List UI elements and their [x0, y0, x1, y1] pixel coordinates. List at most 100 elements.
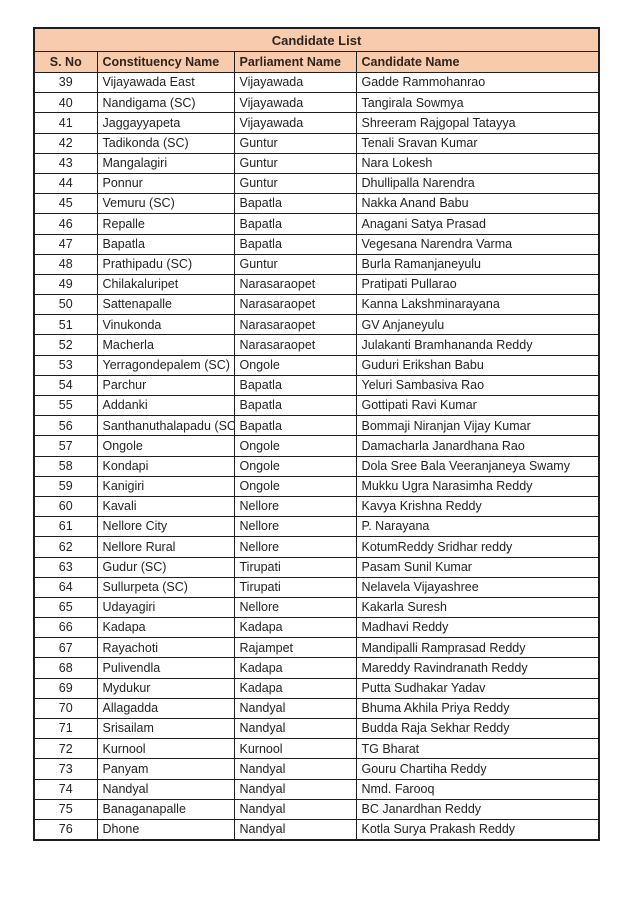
cell-parliament-name: Bapatla: [233, 374, 357, 397]
cell-s-no: 72: [33, 738, 98, 760]
cell-constituency-name: Macherla: [96, 334, 235, 356]
table-row: 61 Nellore City Nellore P. Narayana: [33, 516, 600, 538]
column-header-constituency-name: Constituency Name: [96, 51, 235, 73]
cell-s-no: 71: [33, 717, 98, 740]
column-header-candidate-name: Candidate Name: [355, 51, 600, 73]
table-row: 60 Kavali Nellore Kavya Krishna Reddy: [33, 495, 600, 518]
cell-s-no: 39: [33, 71, 98, 94]
cell-candidate-name: GV Anjaneyulu: [355, 314, 600, 336]
table-row: 76 Dhone Nandyal Kotla Surya Prakash Red…: [33, 818, 600, 841]
cell-candidate-name: TG Bharat: [355, 738, 600, 760]
table-header-row: S. No Constituency Name Parliament Name …: [33, 51, 600, 73]
table-row: 41 Jaggayyapeta Vijayawada Shreeram Rajg…: [33, 112, 600, 134]
cell-parliament-name: Guntur: [233, 172, 357, 195]
cell-parliament-name: Bapatla: [233, 394, 357, 417]
cell-s-no: 65: [33, 596, 98, 619]
table-row: 73 Panyam Nandyal Gouru Chartiha Reddy: [33, 758, 600, 780]
table-row: 49 Chilakaluripet Narasaraopet Pratipati…: [33, 273, 600, 296]
cell-candidate-name: Bommaji Niranjan Vijay Kumar: [355, 415, 600, 437]
table-row: 63 Gudur (SC) Tirupati Pasam Sunil Kumar: [33, 556, 600, 578]
table-row: 66 Kadapa Kadapa Madhavi Reddy: [33, 617, 600, 639]
cell-s-no: 56: [33, 415, 98, 437]
table-body: 39 Vijayawada East Vijayawada Gadde Ramm…: [33, 71, 600, 841]
cell-s-no: 68: [33, 657, 98, 679]
cell-candidate-name: Kakarla Suresh: [355, 596, 600, 619]
cell-s-no: 40: [33, 92, 98, 114]
cell-s-no: 52: [33, 334, 98, 356]
table-row: 58 Kondapi Ongole Dola Sree Bala Veeranj…: [33, 455, 600, 477]
cell-constituency-name: Udayagiri: [96, 596, 235, 619]
table-row: 53 Yerragondepalem (SC) Ongole Guduri Er…: [33, 354, 600, 376]
cell-constituency-name: Srisailam: [96, 717, 235, 740]
cell-parliament-name: Narasaraopet: [233, 273, 357, 296]
cell-candidate-name: Dhullipalla Narendra: [355, 172, 600, 195]
cell-constituency-name: Dhone: [96, 818, 235, 841]
cell-candidate-name: Pasam Sunil Kumar: [355, 556, 600, 578]
cell-s-no: 53: [33, 354, 98, 376]
cell-constituency-name: Santhanuthalapadu (SC): [96, 415, 235, 437]
cell-candidate-name: Madhavi Reddy: [355, 617, 600, 639]
cell-parliament-name: Kadapa: [233, 617, 357, 639]
table-row: 65 Udayagiri Nellore Kakarla Suresh: [33, 596, 600, 619]
cell-candidate-name: Gadde Rammohanrao: [355, 71, 600, 94]
cell-constituency-name: Nellore City: [96, 516, 235, 538]
cell-s-no: 55: [33, 394, 98, 417]
cell-constituency-name: Kanigiri: [96, 475, 235, 497]
cell-s-no: 41: [33, 112, 98, 134]
cell-parliament-name: Nellore: [233, 516, 357, 538]
table-row: 46 Repalle Bapatla Anagani Satya Prasad: [33, 213, 600, 235]
cell-parliament-name: Guntur: [233, 152, 357, 174]
table-row: 43 Mangalagiri Guntur Nara Lokesh: [33, 152, 600, 174]
cell-s-no: 45: [33, 193, 98, 215]
cell-constituency-name: Banaganapalle: [96, 798, 235, 820]
cell-parliament-name: Nandyal: [233, 798, 357, 820]
cell-candidate-name: P. Narayana: [355, 516, 600, 538]
cell-constituency-name: Vemuru (SC): [96, 193, 235, 215]
cell-constituency-name: Sullurpeta (SC): [96, 576, 235, 598]
cell-constituency-name: Kadapa: [96, 617, 235, 639]
candidate-list-table: Candidate List S. No Constituency Name P…: [33, 27, 601, 842]
table-row: 54 Parchur Bapatla Yeluri Sambasiva Rao: [33, 374, 600, 397]
cell-candidate-name: Mandipalli Ramprasad Reddy: [355, 637, 600, 659]
cell-s-no: 42: [33, 132, 98, 154]
cell-candidate-name: Anagani Satya Prasad: [355, 213, 600, 235]
cell-parliament-name: Ongole: [233, 435, 357, 457]
cell-parliament-name: Nandyal: [233, 697, 357, 720]
cell-s-no: 73: [33, 758, 98, 780]
cell-parliament-name: Nandyal: [233, 717, 357, 740]
cell-parliament-name: Nandyal: [233, 758, 357, 780]
cell-s-no: 48: [33, 253, 98, 275]
cell-candidate-name: KotumReddy Sridhar reddy: [355, 536, 600, 558]
cell-candidate-name: Tenali Sravan Kumar: [355, 132, 600, 154]
cell-s-no: 49: [33, 273, 98, 296]
cell-parliament-name: Ongole: [233, 475, 357, 497]
cell-candidate-name: Tangirala Sowmya: [355, 92, 600, 114]
table-row: 72 Kurnool Kurnool TG Bharat: [33, 738, 600, 760]
cell-candidate-name: Budda Raja Sekhar Reddy: [355, 717, 600, 740]
cell-candidate-name: Nara Lokesh: [355, 152, 600, 174]
cell-parliament-name: Nandyal: [233, 778, 357, 800]
cell-constituency-name: Nandyal: [96, 778, 235, 800]
cell-s-no: 64: [33, 576, 98, 598]
table-row: 55 Addanki Bapatla Gottipati Ravi Kumar: [33, 394, 600, 417]
table-row: 42 Tadikonda (SC) Guntur Tenali Sravan K…: [33, 132, 600, 154]
cell-parliament-name: Narasaraopet: [233, 294, 357, 316]
cell-constituency-name: Repalle: [96, 213, 235, 235]
cell-s-no: 50: [33, 294, 98, 316]
cell-constituency-name: Addanki: [96, 394, 235, 417]
table-row: 69 Mydukur Kadapa Putta Sudhakar Yadav: [33, 677, 600, 699]
cell-constituency-name: Parchur: [96, 374, 235, 397]
cell-parliament-name: Nandyal: [233, 818, 357, 841]
cell-candidate-name: Julakanti Bramhananda Reddy: [355, 334, 600, 356]
cell-s-no: 61: [33, 516, 98, 538]
cell-parliament-name: Narasaraopet: [233, 314, 357, 336]
cell-parliament-name: Guntur: [233, 253, 357, 275]
cell-parliament-name: Guntur: [233, 132, 357, 154]
cell-parliament-name: Bapatla: [233, 213, 357, 235]
cell-candidate-name: Gouru Chartiha Reddy: [355, 758, 600, 780]
cell-s-no: 69: [33, 677, 98, 699]
cell-s-no: 67: [33, 637, 98, 659]
cell-constituency-name: Kavali: [96, 495, 235, 518]
cell-candidate-name: Burla Ramanjaneyulu: [355, 253, 600, 275]
column-header-s-no: S. No: [33, 51, 98, 73]
